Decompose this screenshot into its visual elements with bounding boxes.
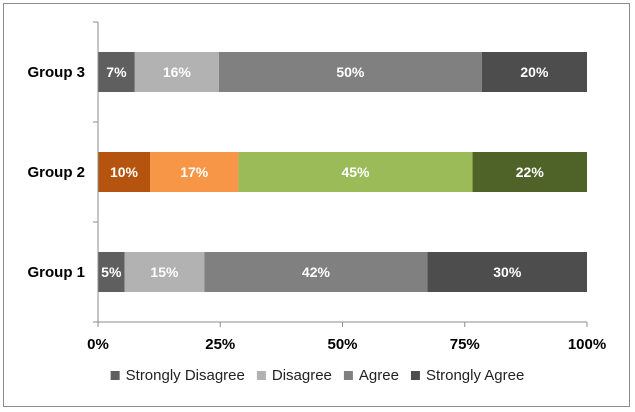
- legend-label-strongly-agree: Strongly Agree: [426, 367, 524, 384]
- legend: Strongly Disagree Disagree Agree Strongly A…: [110, 367, 524, 384]
- data-label-group-3-agree: 50%: [336, 64, 365, 80]
- legend-label-agree: Agree: [359, 367, 399, 384]
- data-label-group-1-agree: 42%: [302, 264, 331, 280]
- data-label-group-2-agree: 45%: [341, 164, 370, 180]
- bar-group-1-disagree: [124, 252, 205, 292]
- category-labels: Group 1 Group 2 Group 3: [27, 64, 85, 281]
- bar-group-3-strongly-disagree: [98, 52, 135, 92]
- category-label-group-3: Group 3: [27, 64, 85, 81]
- bar-group-1-agree: [204, 252, 428, 292]
- data-label-group-2-strongly-disagree: 10%: [110, 164, 139, 180]
- legend-swatch-strongly-agree: [410, 371, 420, 380]
- legend-swatch-disagree: [256, 371, 266, 380]
- bar-group-3-strongly-agree: [481, 52, 587, 92]
- x-tick-label-50: 50%: [327, 336, 357, 353]
- data-label-group-1-strongly-disagree: 5%: [101, 264, 122, 280]
- bar-group-2-strongly-agree: [472, 152, 587, 192]
- data-label-group-3-strongly-agree: 20%: [520, 64, 549, 80]
- x-tick-labels: 0% 25% 50% 75% 100%: [87, 336, 606, 353]
- category-label-group-2: Group 2: [27, 164, 85, 181]
- bar-group-3-agree: [218, 52, 482, 92]
- bar-group-2-disagree: [150, 152, 239, 192]
- legend-swatch-strongly-disagree: [110, 371, 120, 380]
- data-label-group-1-strongly-agree: 30%: [493, 264, 522, 280]
- legend-swatch-agree: [343, 371, 353, 380]
- legend-label-strongly-disagree: Strongly Disagree: [126, 367, 245, 384]
- data-label-group-2-disagree: 17%: [180, 164, 209, 180]
- data-label-group-3-disagree: 16%: [163, 64, 192, 80]
- category-label-group-1: Group 1: [27, 264, 85, 281]
- data-label-group-1-disagree: 15%: [150, 264, 179, 280]
- bar-group-1-strongly-agree: [427, 252, 587, 292]
- bar-group-2-agree: [238, 152, 473, 192]
- x-tick-label-25: 25%: [205, 336, 235, 353]
- data-label-group-2-strongly-agree: 22%: [516, 164, 545, 180]
- bar-group-1-strongly-disagree: [98, 252, 125, 292]
- x-tick-label-0: 0%: [87, 336, 109, 353]
- x-tick-label-75: 75%: [450, 336, 480, 353]
- legend-label-disagree: Disagree: [272, 367, 332, 384]
- axes-layer: [93, 21, 588, 327]
- x-tick-label-100: 100%: [568, 336, 606, 353]
- bar-group-3-disagree: [134, 52, 219, 92]
- data-label-group-3-strongly-disagree: 7%: [106, 64, 127, 80]
- bar-group-2-strongly-disagree: [98, 152, 151, 192]
- bars-layer: 5% 15% 42% 30% 10% 17% 45% 22% 7% 16% 50% 20%: [98, 52, 587, 292]
